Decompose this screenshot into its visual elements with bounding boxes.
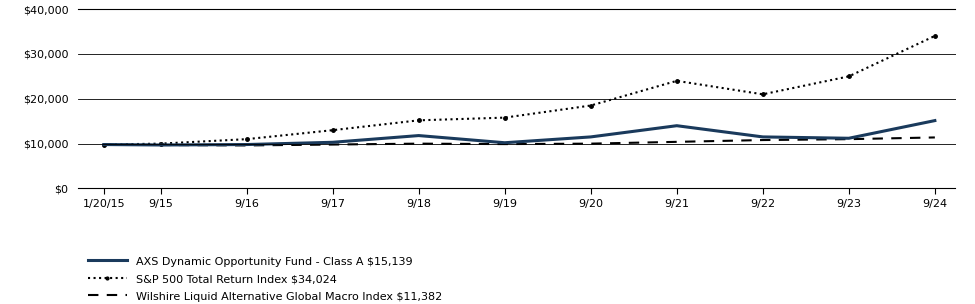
Legend: AXS Dynamic Opportunity Fund - Class A $15,139, S&P 500 Total Return Index $34,0: AXS Dynamic Opportunity Fund - Class A $… [84,251,447,304]
